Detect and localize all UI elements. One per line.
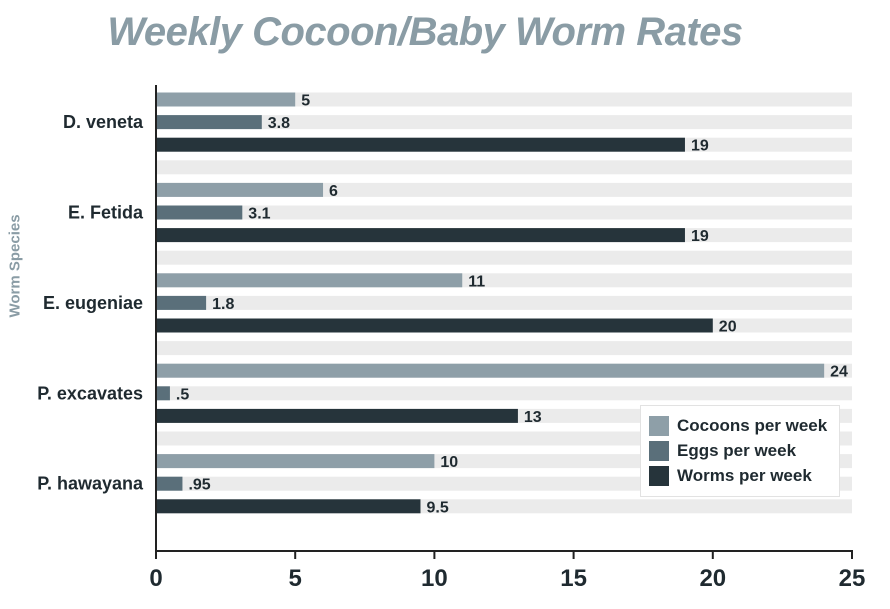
bar-value-label: 20 <box>719 319 737 336</box>
bar-value-label: 6 <box>329 183 338 200</box>
bar-1 <box>156 295 207 310</box>
bar-1 <box>156 115 262 130</box>
category-label: E. Fetida <box>68 203 144 223</box>
bar-value-label: 3.8 <box>268 115 290 132</box>
legend-item-worms: Worms per week <box>649 464 812 488</box>
bar-value-label: .5 <box>176 386 189 403</box>
bar-0 <box>156 92 296 107</box>
legend-swatch-cocoons <box>649 416 669 436</box>
bar-0 <box>156 363 825 378</box>
x-tick-label: 0 <box>149 565 162 592</box>
track-row <box>156 182 852 197</box>
bar-value-label: 19 <box>691 228 709 245</box>
bar-2 <box>156 408 518 423</box>
bar-2 <box>156 137 685 152</box>
bar-value-label: 1.8 <box>212 296 234 313</box>
legend-item-cocoons: Cocoons per week <box>649 414 827 438</box>
category-label: D. veneta <box>63 112 144 132</box>
bar-value-label: 13 <box>524 409 542 426</box>
x-tick-label: 5 <box>289 565 302 592</box>
track-row <box>156 341 852 356</box>
bar-value-label: .95 <box>188 477 210 494</box>
track-row <box>156 92 852 107</box>
legend-label-eggs: Eggs per week <box>677 441 797 460</box>
track-row <box>156 115 852 130</box>
bar-2 <box>156 499 421 514</box>
bar-value-label: 19 <box>691 138 709 155</box>
bar-value-label: 24 <box>830 364 848 381</box>
track-row <box>156 160 852 175</box>
x-tick-label: 20 <box>699 565 726 592</box>
legend-label-cocoons: Cocoons per week <box>677 416 828 435</box>
bar-value-label: 9.5 <box>426 499 448 516</box>
category-label: E. eugeniae <box>43 293 143 313</box>
category-label: P. hawayana <box>37 474 144 494</box>
bar-value-label: 10 <box>440 454 458 471</box>
legend-swatch-worms <box>649 466 669 486</box>
chart-title: Weekly Cocoon/Baby Worm Rates <box>107 10 743 54</box>
bar-0 <box>156 273 463 288</box>
x-tick-label: 25 <box>839 565 866 592</box>
bar-1 <box>156 205 243 220</box>
bar-2 <box>156 228 685 243</box>
bar-value-label: 11 <box>468 273 485 290</box>
legend-item-eggs: Eggs per week <box>649 439 796 463</box>
track-row <box>156 386 852 401</box>
track-row <box>156 205 852 220</box>
bar-value-label: 5 <box>301 93 310 110</box>
bar-0 <box>156 454 435 469</box>
legend-swatch-eggs <box>649 441 669 461</box>
bar-1 <box>156 386 170 401</box>
bar-0 <box>156 182 324 197</box>
legend: Cocoons per week Eggs per week Worms per… <box>640 405 840 497</box>
bar-value-label: 3.1 <box>248 206 270 223</box>
legend-label-worms: Worms per week <box>677 466 812 485</box>
bar-2 <box>156 318 713 333</box>
x-tick-label: 15 <box>560 565 587 592</box>
x-tick-label: 10 <box>421 565 448 592</box>
track-row <box>156 295 852 310</box>
track-row <box>156 250 852 265</box>
category-label: P. excavates <box>37 383 143 403</box>
bar-1 <box>156 476 183 491</box>
